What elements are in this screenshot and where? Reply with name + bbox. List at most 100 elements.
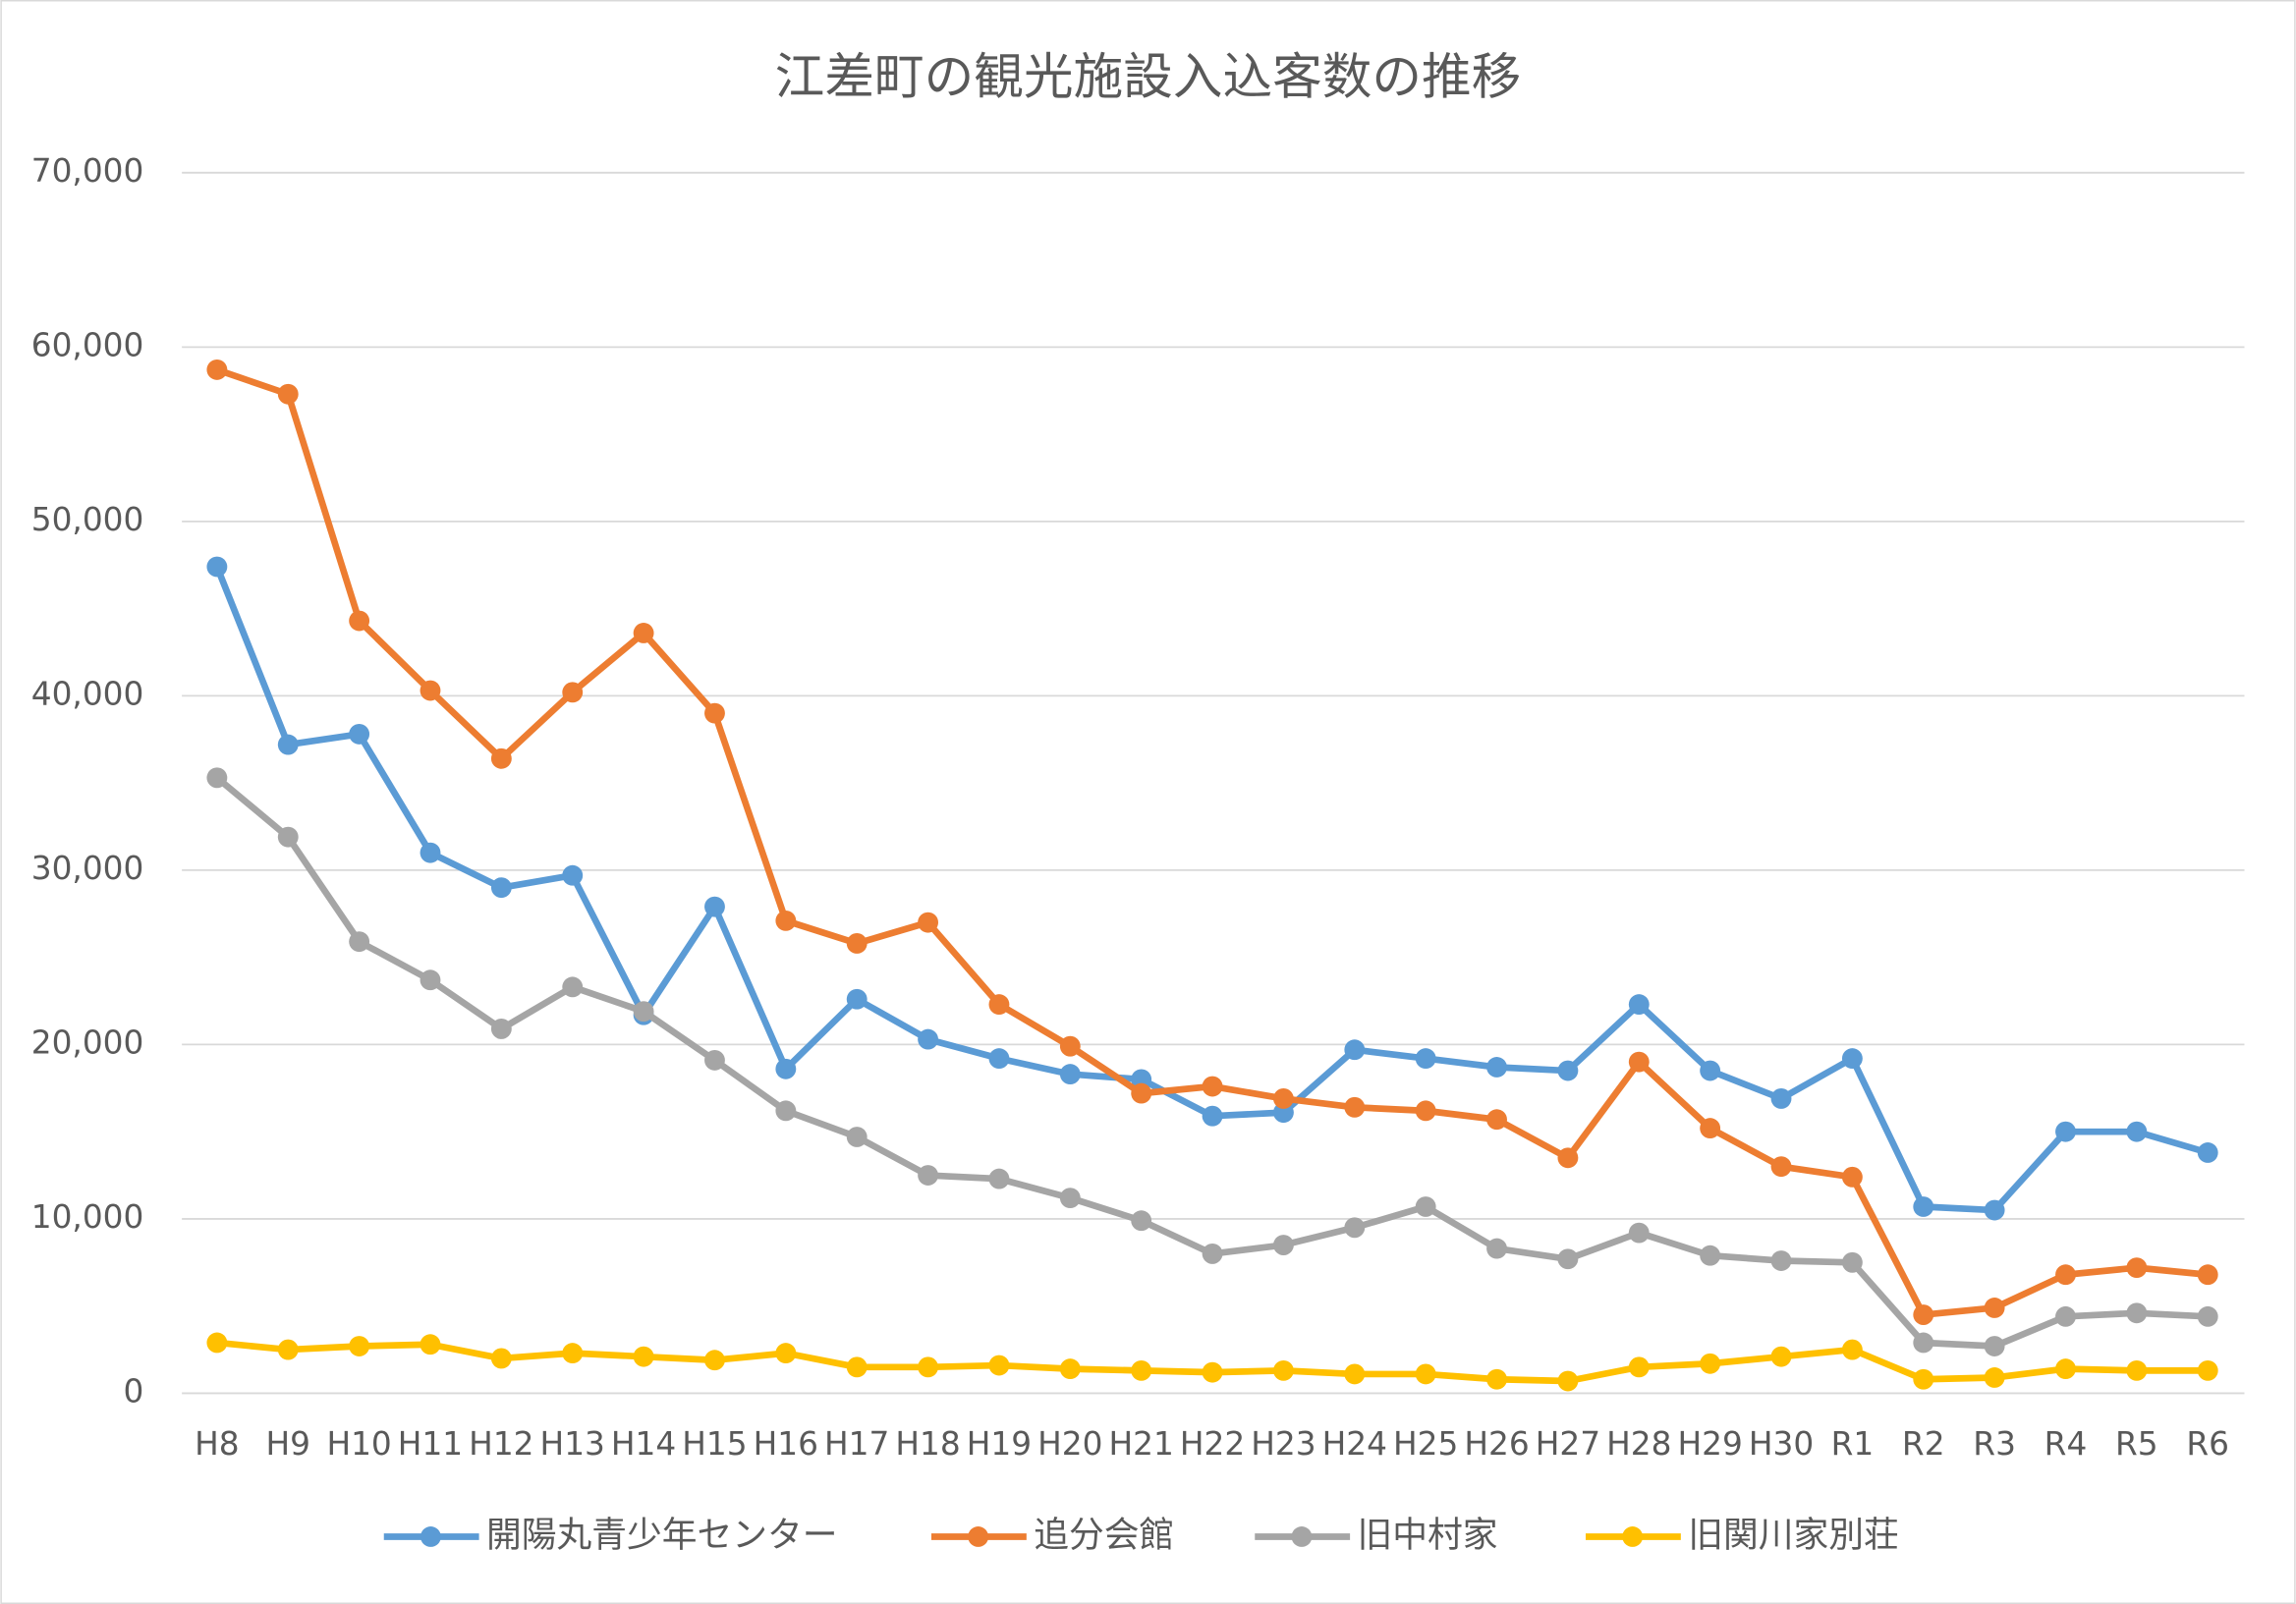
x-tick-label: H29 bbox=[1677, 1425, 1742, 1463]
data-point bbox=[1131, 1082, 1152, 1104]
data-point bbox=[1344, 1096, 1366, 1118]
data-point bbox=[206, 767, 228, 789]
data-point bbox=[2055, 1305, 2076, 1327]
legend-marker bbox=[968, 1526, 989, 1547]
x-tick-label: R3 bbox=[1973, 1425, 2016, 1463]
data-point bbox=[704, 702, 725, 724]
data-point bbox=[1059, 1358, 1081, 1380]
x-tick-label: H21 bbox=[1109, 1425, 1174, 1463]
x-tick-label: H17 bbox=[824, 1425, 889, 1463]
data-point bbox=[1913, 1332, 1934, 1354]
data-point bbox=[1202, 1361, 1223, 1383]
data-point bbox=[918, 1165, 939, 1186]
data-point bbox=[1913, 1368, 1934, 1390]
data-point bbox=[420, 969, 441, 991]
data-point bbox=[1486, 1057, 1507, 1078]
data-point bbox=[1770, 1250, 1792, 1271]
data-point bbox=[1628, 1222, 1650, 1244]
data-point bbox=[490, 877, 512, 899]
data-point bbox=[988, 1168, 1010, 1189]
legend-marker bbox=[1622, 1526, 1644, 1547]
data-point bbox=[1202, 1244, 1223, 1264]
x-tick-label: R6 bbox=[2186, 1425, 2229, 1463]
data-point bbox=[1131, 1359, 1152, 1381]
data-point bbox=[1557, 1060, 1579, 1081]
y-tick-label: 40,000 bbox=[31, 675, 144, 712]
data-point bbox=[988, 1355, 1010, 1376]
data-point bbox=[775, 1100, 797, 1122]
data-point bbox=[704, 1350, 725, 1371]
data-point bbox=[1415, 1363, 1436, 1385]
data-point bbox=[1628, 994, 1650, 1016]
x-tick-label: H11 bbox=[398, 1425, 463, 1463]
y-tick-label: 50,000 bbox=[31, 501, 144, 538]
x-tick-label: H30 bbox=[1749, 1425, 1814, 1463]
data-point bbox=[988, 994, 1010, 1016]
data-point bbox=[1984, 1298, 2005, 1318]
data-point bbox=[918, 1356, 939, 1378]
data-point bbox=[1770, 1088, 1792, 1109]
x-tick-label: H10 bbox=[326, 1425, 391, 1463]
x-tick-label: H22 bbox=[1180, 1425, 1245, 1463]
data-point bbox=[775, 1058, 797, 1079]
data-point bbox=[206, 556, 228, 578]
data-point bbox=[420, 680, 441, 701]
x-tick-label: R1 bbox=[1831, 1425, 1875, 1463]
y-tick-label: 20,000 bbox=[31, 1023, 144, 1061]
data-point bbox=[846, 1356, 868, 1378]
data-point bbox=[562, 1343, 584, 1364]
x-tick-label: H23 bbox=[1251, 1425, 1316, 1463]
data-point bbox=[704, 896, 725, 917]
x-tick-label: R2 bbox=[1902, 1425, 1945, 1463]
data-point bbox=[2126, 1359, 2148, 1381]
x-tick-label: H20 bbox=[1037, 1425, 1102, 1463]
x-tick-label: H9 bbox=[266, 1425, 311, 1463]
x-tick-label: H24 bbox=[1322, 1425, 1387, 1463]
data-point bbox=[1984, 1367, 2005, 1388]
data-point bbox=[562, 864, 584, 886]
legend-label: 旧中村家 bbox=[1358, 1515, 1498, 1555]
data-point bbox=[918, 1028, 939, 1050]
x-tick-label: R4 bbox=[2044, 1425, 2088, 1463]
data-point bbox=[1700, 1244, 1721, 1266]
x-tick-label: H27 bbox=[1536, 1425, 1600, 1463]
data-point bbox=[420, 1334, 441, 1355]
data-point bbox=[846, 933, 868, 954]
data-point bbox=[349, 610, 370, 632]
data-point bbox=[2055, 1121, 2076, 1142]
data-point bbox=[2055, 1264, 2076, 1286]
data-point bbox=[1059, 1064, 1081, 1085]
data-point bbox=[1841, 1048, 1863, 1070]
x-tick-label: H26 bbox=[1464, 1425, 1529, 1463]
y-tick-label: 30,000 bbox=[31, 850, 144, 887]
data-point bbox=[1415, 1100, 1436, 1122]
data-point bbox=[349, 723, 370, 745]
legend-marker bbox=[420, 1526, 441, 1547]
data-point bbox=[2197, 1359, 2218, 1381]
data-point bbox=[1344, 1039, 1366, 1061]
data-point bbox=[1770, 1346, 1792, 1367]
data-point bbox=[1984, 1199, 2005, 1221]
data-point bbox=[1841, 1251, 1863, 1273]
data-point bbox=[1272, 1088, 1294, 1109]
x-tick-label: H28 bbox=[1606, 1425, 1671, 1463]
legend-marker bbox=[1291, 1526, 1313, 1547]
data-point bbox=[277, 826, 299, 848]
data-point bbox=[349, 931, 370, 953]
data-point bbox=[1557, 1370, 1579, 1392]
x-tick-label: H8 bbox=[195, 1425, 240, 1463]
data-point bbox=[1841, 1339, 1863, 1360]
data-point bbox=[633, 1346, 654, 1367]
data-point bbox=[206, 1332, 228, 1354]
y-tick-label: 0 bbox=[124, 1372, 144, 1410]
data-point bbox=[1770, 1156, 1792, 1178]
data-point bbox=[1557, 1147, 1579, 1169]
data-point bbox=[1486, 1368, 1507, 1390]
data-point bbox=[1700, 1060, 1721, 1081]
x-tick-label: H15 bbox=[682, 1425, 747, 1463]
data-point bbox=[562, 976, 584, 998]
data-point bbox=[2126, 1302, 2148, 1324]
legend-label: 開陽丸青少年センター bbox=[486, 1515, 837, 1555]
data-point bbox=[277, 734, 299, 755]
data-point bbox=[277, 383, 299, 405]
